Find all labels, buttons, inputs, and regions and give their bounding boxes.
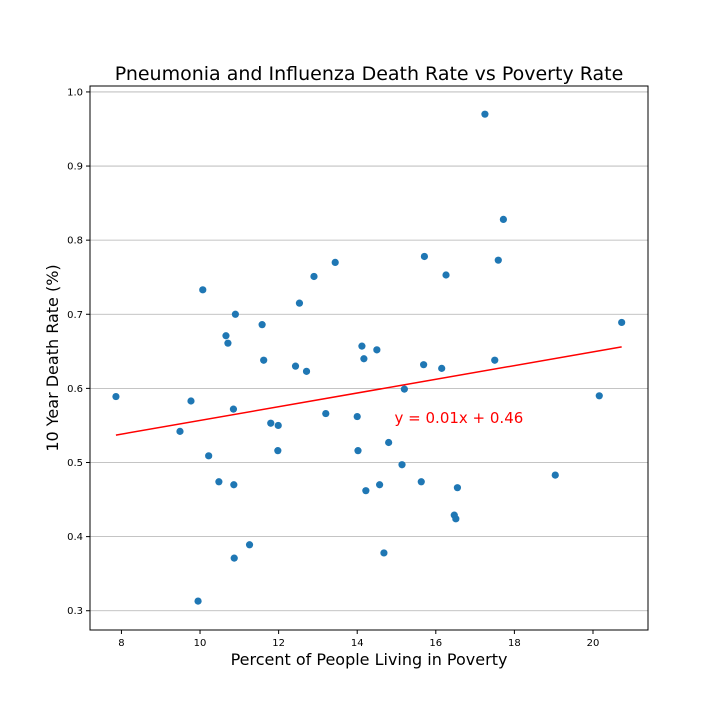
data-point xyxy=(362,487,370,495)
data-point xyxy=(353,412,361,421)
data-point xyxy=(354,447,362,455)
data-point xyxy=(331,258,339,266)
x-tick-label: 12 xyxy=(272,638,285,649)
x-axis-ticks: 8 10 12 14 16 18 20 xyxy=(118,630,599,649)
data-point xyxy=(400,385,408,393)
data-point xyxy=(230,554,238,562)
data-point xyxy=(187,397,195,405)
y-tick-label: 0.8 xyxy=(67,236,83,247)
x-tick-label: 20 xyxy=(587,638,600,649)
data-point xyxy=(373,346,381,354)
data-point xyxy=(618,318,626,327)
y-tick-label: 0.5 xyxy=(67,458,83,469)
data-point xyxy=(215,478,223,486)
plot-frame xyxy=(89,85,649,631)
data-point xyxy=(310,272,318,281)
chart-title: Pneumonia and Influenza Death Rate vs Po… xyxy=(115,63,624,85)
data-point xyxy=(245,541,254,549)
data-point xyxy=(295,299,304,307)
data-point xyxy=(274,447,282,455)
data-point xyxy=(224,339,232,347)
data-point xyxy=(420,361,428,369)
data-point xyxy=(231,310,239,318)
data-point xyxy=(322,409,330,418)
data-point xyxy=(222,332,230,340)
data-point xyxy=(438,364,446,372)
data-point xyxy=(194,597,202,605)
data-point xyxy=(494,256,502,264)
data-point xyxy=(205,452,213,460)
regression-equation-label: y = 0.01x + 0.46 xyxy=(395,409,524,427)
data-point xyxy=(417,478,425,486)
y-axis-ticks: 0.3 0.4 0.5 0.6 0.7 0.8 0.9 1.0 xyxy=(67,87,90,617)
data-point xyxy=(453,484,462,492)
data-point xyxy=(274,421,282,430)
data-points xyxy=(112,110,626,605)
data-point xyxy=(360,355,368,363)
y-tick-label: 1.0 xyxy=(67,87,83,98)
data-point xyxy=(358,342,366,350)
x-tick-label: 18 xyxy=(508,638,521,649)
x-tick-label: 10 xyxy=(194,638,207,649)
data-point xyxy=(398,461,406,469)
data-point xyxy=(376,481,384,489)
data-point xyxy=(229,405,238,413)
data-point xyxy=(260,356,268,364)
y-axis-title: 10 Year Death Rate (%) xyxy=(43,264,62,451)
data-point xyxy=(481,110,489,118)
x-tick-label: 16 xyxy=(429,638,442,649)
y-tick-label: 0.4 xyxy=(67,532,83,543)
data-point xyxy=(176,427,184,435)
y-tick-label: 0.6 xyxy=(67,384,83,395)
data-point xyxy=(230,481,238,489)
data-point xyxy=(112,392,120,401)
data-point xyxy=(452,515,460,523)
data-point xyxy=(442,271,450,279)
regression-line xyxy=(115,346,622,436)
data-point xyxy=(267,419,275,427)
data-point xyxy=(385,438,393,447)
data-point xyxy=(199,286,207,294)
data-point xyxy=(595,392,603,400)
data-point xyxy=(499,215,507,224)
x-tick-label: 8 xyxy=(118,638,124,649)
data-point xyxy=(258,321,266,329)
data-point xyxy=(291,362,300,370)
y-tick-label: 0.7 xyxy=(67,310,83,321)
x-axis-title: Percent of People Living in Poverty xyxy=(231,650,508,669)
x-tick-label: 14 xyxy=(351,638,364,649)
data-point xyxy=(551,471,559,479)
data-point xyxy=(491,356,499,364)
data-point xyxy=(420,252,429,261)
gridlines xyxy=(90,91,648,612)
regression-layer xyxy=(115,346,622,436)
data-point xyxy=(380,549,388,557)
y-tick-label: 0.3 xyxy=(67,606,83,617)
y-tick-label: 0.9 xyxy=(67,162,83,173)
data-point xyxy=(302,367,311,375)
